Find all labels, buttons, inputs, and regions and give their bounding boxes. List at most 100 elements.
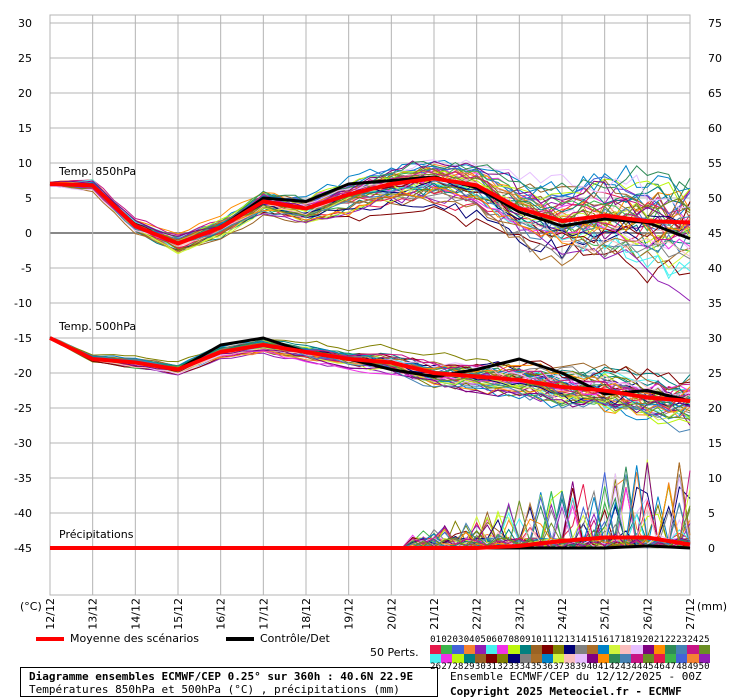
legend-mean-label: Moyenne des scénarios	[70, 632, 199, 645]
pert-number: 17	[609, 635, 621, 645]
x-tick-label: 12/12	[44, 598, 57, 630]
pert-swatch	[541, 654, 554, 663]
pert-number: 15	[586, 635, 598, 645]
pert-number: 10	[530, 635, 542, 645]
plot-area	[49, 14, 691, 596]
pert-number: 04	[463, 635, 475, 645]
pert-number: 01	[430, 635, 442, 645]
pert-swatch	[474, 645, 486, 654]
left-tick-label: -15	[14, 332, 32, 345]
left-tick-label: 5	[25, 192, 32, 205]
pert-number: 30	[474, 662, 486, 672]
pert-number: 27	[441, 662, 453, 672]
left-tick-label: 25	[18, 52, 32, 65]
pert-swatch	[586, 645, 598, 654]
left-tick-label: -35	[14, 472, 32, 485]
right-tick-label: 10	[708, 472, 722, 485]
pert-swatch	[609, 645, 621, 654]
mean-line-t850	[49, 176, 691, 246]
right-tick-label: 70	[708, 52, 722, 65]
left-tick-label: -25	[14, 402, 32, 415]
x-tick-label: 18/12	[300, 598, 313, 630]
pert-number: 05	[474, 635, 486, 645]
x-tick-label: 27/12	[684, 598, 697, 630]
pert-swatch	[597, 645, 609, 654]
pert-number: 12	[553, 635, 565, 645]
run-info: Ensemble ECMWF/CEP du 12/12/2025 - 00Z	[450, 670, 702, 683]
x-tick-label: 21/12	[428, 598, 441, 630]
pert-swatch	[698, 645, 710, 654]
right-tick-label: 75	[708, 17, 722, 30]
pert-number: 42	[609, 662, 621, 672]
pert-number: 13	[564, 635, 576, 645]
pert-swatch	[676, 645, 688, 654]
pert-number: 31	[486, 662, 497, 672]
footer-box: Diagramme ensembles ECMWF/CEP 0.25° sur …	[20, 667, 438, 697]
grid	[49, 15, 691, 595]
footer-title: Diagramme ensembles ECMWF/CEP 0.25° sur …	[29, 670, 414, 683]
left-tick-label: 15	[18, 122, 32, 135]
label-precip: Précipitations	[59, 528, 134, 541]
pert-swatch	[575, 645, 587, 654]
right-tick-label: 65	[708, 87, 722, 100]
pert-number: 24	[687, 635, 699, 645]
legend-mean: Moyenne des scénarios	[36, 632, 199, 645]
copyright: Copyright 2025 Meteociel.fr - ECMWF	[450, 685, 682, 698]
member-line-t850	[49, 173, 691, 257]
pert-number: 18	[620, 635, 632, 645]
left-tick-label: -20	[14, 367, 32, 380]
pert-number: 43	[620, 662, 632, 672]
left-tick-label: -45	[14, 542, 32, 555]
pert-swatch	[519, 654, 531, 663]
pert-number: 08	[508, 635, 520, 645]
mean-line-t500	[49, 336, 691, 403]
pert-swatch	[508, 645, 520, 654]
pert-number: 29	[463, 662, 475, 672]
pert-number: 38	[564, 662, 576, 672]
x-tick-label: 26/12	[641, 598, 654, 630]
pert-swatch	[530, 654, 542, 663]
pert-swatch-row1	[430, 645, 710, 654]
pert-number: 28	[452, 662, 464, 672]
pert-number: 22	[665, 635, 676, 645]
pert-swatch	[664, 645, 677, 654]
pert-swatch	[452, 645, 464, 654]
pert-swatch	[642, 654, 654, 663]
pert-swatch	[620, 645, 632, 654]
right-tick-label: 35	[708, 297, 722, 310]
pert-number: 11	[542, 635, 553, 645]
right-tick-label: 55	[708, 157, 722, 170]
right-tick-label: 30	[708, 332, 722, 345]
right-tick-label: 45	[708, 227, 722, 240]
pert-number: 49	[687, 662, 699, 672]
pert-number: 39	[575, 662, 587, 672]
legend-control-label: Contrôle/Det	[260, 632, 330, 645]
pert-number: 36	[542, 662, 553, 672]
x-tick-label: 16/12	[215, 598, 228, 630]
control-swatch	[226, 637, 254, 641]
x-tick-label: 15/12	[172, 598, 185, 630]
pert-number: 46	[653, 662, 665, 672]
pert-swatch	[597, 654, 609, 663]
pert-swatch	[631, 654, 643, 663]
mean-swatch	[36, 637, 64, 641]
pert-number: 34	[519, 662, 531, 672]
pert-swatch	[497, 645, 509, 654]
pert-swatch	[430, 645, 442, 654]
pert-swatch	[497, 654, 509, 663]
pert-swatch	[430, 654, 442, 663]
footer-subtitle: Températures 850hPa et 500hPa (°C) , pré…	[29, 683, 400, 696]
pert-swatch	[653, 645, 665, 654]
left-unit: (°C)	[20, 600, 42, 613]
pert-number: 47	[665, 662, 676, 672]
pert-swatch	[553, 654, 565, 663]
pert-number: 09	[519, 635, 531, 645]
series-lines	[49, 175, 691, 550]
pert-number: 48	[676, 662, 688, 672]
pert-number: 14	[575, 635, 587, 645]
pert-swatch	[642, 645, 654, 654]
pert-number: 07	[497, 635, 509, 645]
pert-swatch	[586, 654, 598, 663]
